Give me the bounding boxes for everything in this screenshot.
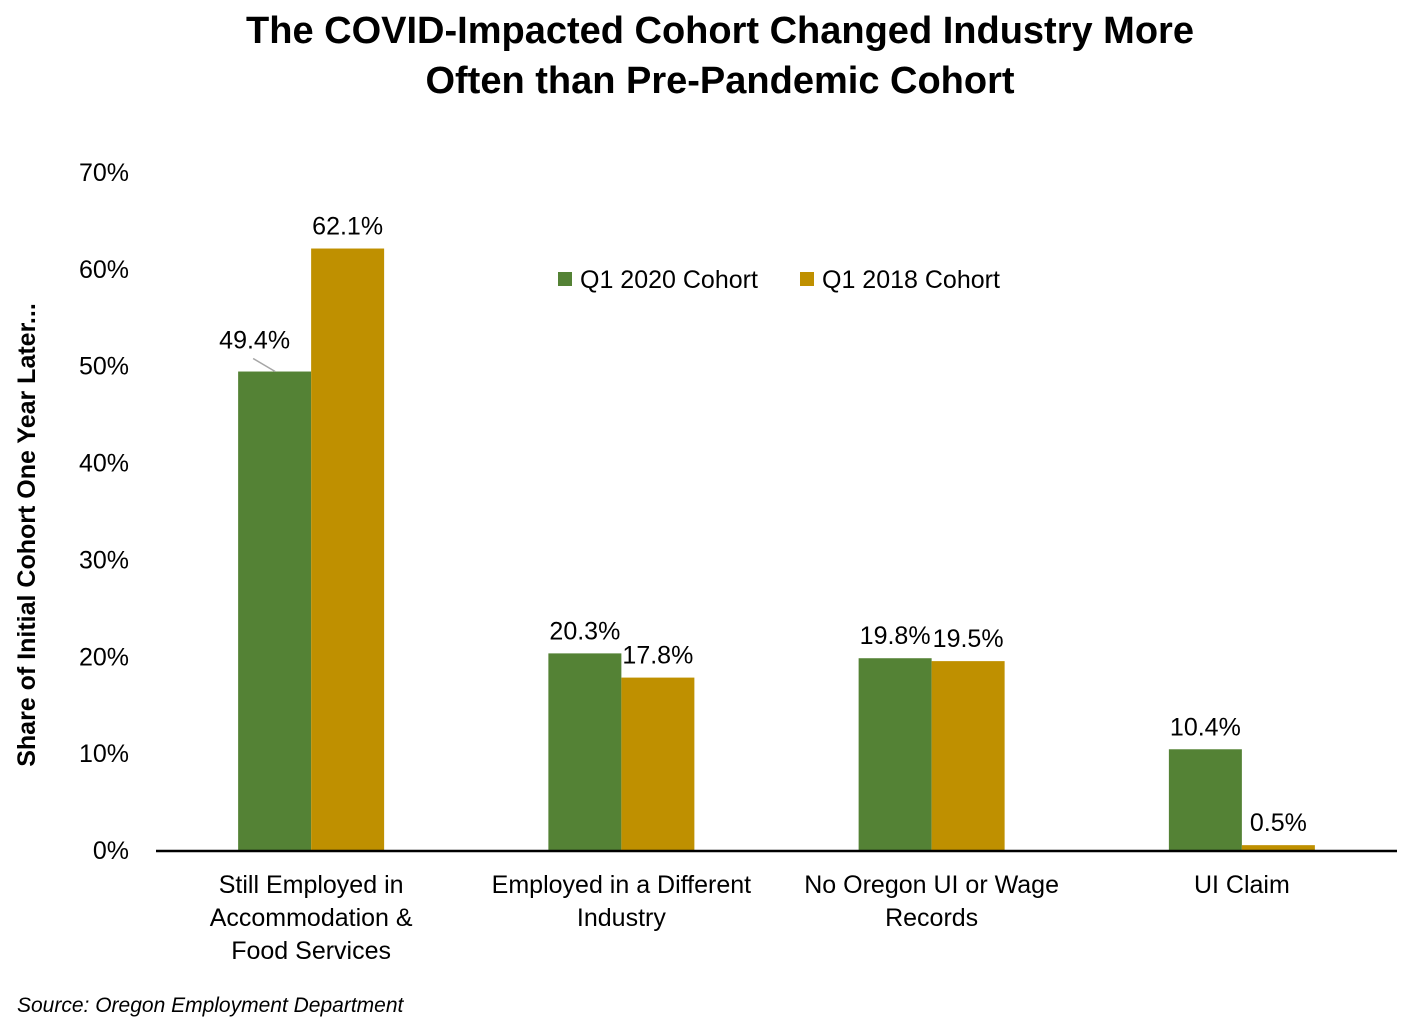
x-category-label-line: Industry <box>577 904 666 932</box>
x-category-label-line: Still Employed in <box>219 871 404 899</box>
bar-q1-2018-1 <box>621 677 695 850</box>
x-axis-category-labels: Still Employed in Accommodation & Food Ser… <box>210 871 1290 965</box>
legend-label: Q1 2018 Cohort <box>822 266 1000 294</box>
data-label: 20.3% <box>549 617 620 645</box>
y-tick-label: 40% <box>79 450 129 478</box>
y-tick-label: 30% <box>79 546 129 574</box>
data-label: 10.4% <box>1170 713 1241 741</box>
data-label: 0.5% <box>1250 809 1307 837</box>
x-category-label-line: UI Claim <box>1194 871 1290 899</box>
y-axis-title: Share of Initial Cohort One Year Later..… <box>13 303 41 767</box>
x-category-label: UI Claim <box>1194 871 1290 899</box>
data-label-leader-line <box>252 357 276 373</box>
x-category-label: Still Employed in Accommodation & Food Ser… <box>210 871 413 965</box>
chart-title-line-2: Often than Pre-Pandemic Cohort <box>425 60 1015 102</box>
x-category-label-line: Accommodation & <box>210 904 413 932</box>
legend: Q1 2020 Cohort Q1 2018 Cohort <box>558 266 1000 294</box>
bar-q1-2018-3 <box>1241 845 1315 850</box>
legend-label: Q1 2020 Cohort <box>580 266 758 294</box>
y-tick-label: 0% <box>93 837 129 865</box>
x-category-label: No Oregon UI or Wage Records <box>804 871 1059 932</box>
data-label: 49.4% <box>219 327 290 355</box>
y-tick-label: 20% <box>79 643 129 671</box>
x-category-label-line: Employed in a Different <box>492 871 751 899</box>
chart-title-line-1: The COVID-Impacted Cohort Changed Indust… <box>246 10 1194 52</box>
chart-title: The COVID-Impacted Cohort Changed Indust… <box>0 6 1420 106</box>
y-tick-label: 60% <box>79 256 129 284</box>
data-labels: 49.4% 20.3% 19.8% 10.4% 62.1% 17.8% 19.5% 0.5% <box>219 213 1307 838</box>
y-tick-label: 10% <box>79 740 129 768</box>
bar-q1-2020-2 <box>858 658 932 850</box>
data-label: 62.1% <box>312 213 383 241</box>
y-tick-label: 50% <box>79 353 129 381</box>
bar-q1-2018-2 <box>931 661 1005 850</box>
x-category-label-line: No Oregon UI or Wage <box>804 871 1059 899</box>
bar-q1-2018-0 <box>311 248 385 850</box>
data-label: 19.8% <box>860 622 931 650</box>
bar-q1-2020-3 <box>1168 749 1242 850</box>
legend-swatch <box>800 272 814 286</box>
y-axis-label-group: Share of Initial Cohort One Year Later..… <box>13 303 41 767</box>
source-note: Source: Oregon Employment Department <box>17 994 404 1017</box>
x-category-label: Employed in a Different Industry <box>492 871 751 932</box>
bar-q1-2020-1 <box>548 653 622 850</box>
bars <box>238 248 1315 850</box>
x-category-label-line: Food Services <box>231 937 391 965</box>
data-label: 17.8% <box>622 642 693 670</box>
x-category-label-line: Records <box>885 904 978 932</box>
bar-q1-2020-0 <box>238 371 312 850</box>
data-label: 19.5% <box>933 625 1004 653</box>
legend-swatch <box>558 272 572 286</box>
y-tick-label: 70% <box>79 159 129 187</box>
y-axis-ticks: 0% 10% 20% 30% 40% 50% 60% 70% <box>79 159 129 865</box>
